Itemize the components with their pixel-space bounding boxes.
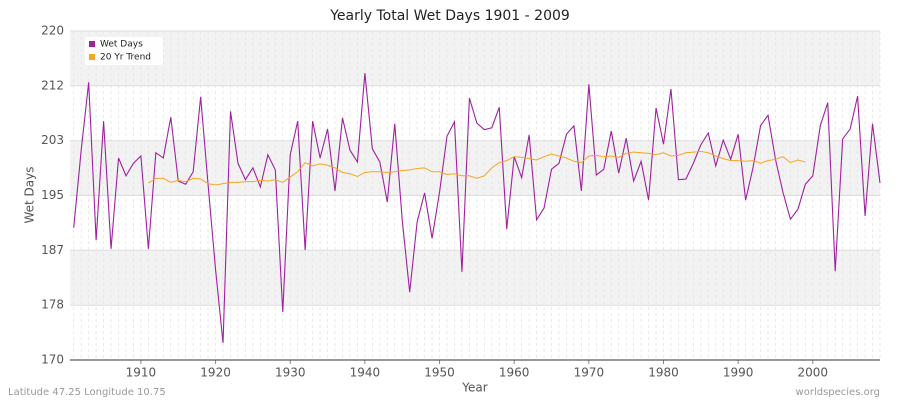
legend-swatch: [89, 41, 95, 47]
footer-right: worldspecies.org: [796, 387, 880, 398]
x-tick-label: 1960: [499, 366, 530, 380]
x-tick-label: 1980: [648, 366, 679, 380]
x-axis-label: Year: [461, 381, 487, 395]
x-tick-label: 1920: [200, 366, 231, 380]
grid-band: [70, 140, 880, 196]
footer-left: Latitude 47.25 Longitude 10.75: [8, 387, 166, 398]
x-tick-label: 1990: [723, 366, 754, 380]
y-axis-label: Wet Days: [23, 166, 37, 223]
y-tick-label: 170: [41, 353, 64, 367]
y-tick-label: 187: [41, 243, 64, 257]
grid: 170 178 187 195 203 212 220 1910 1920 1930 1940 195…: [41, 24, 881, 380]
series-line: [148, 150, 806, 186]
x-tick-label: 2000: [798, 366, 829, 380]
y-tick-label: 203: [41, 133, 64, 147]
x-tick-label: 1940: [350, 366, 381, 380]
legend-label: 20 Yr Trend: [100, 53, 151, 63]
y-tick-label: 212: [41, 78, 64, 92]
grid-band: [70, 31, 880, 86]
legend-swatch: [89, 54, 95, 60]
x-tick-label: 1930: [275, 366, 306, 380]
grid-band: [70, 250, 880, 306]
y-tick-label: 195: [41, 188, 64, 202]
chart-title: Yearly Total Wet Days 1901 - 2009: [329, 8, 570, 24]
series-lines: [73, 73, 881, 343]
y-tick-label: 178: [41, 298, 64, 312]
series-line: [73, 73, 881, 343]
legend: Wet Days 20 Yr Trend: [85, 37, 163, 65]
x-tick-label: 1910: [126, 366, 157, 380]
legend-box: [85, 37, 163, 65]
x-tick-label: 1950: [424, 366, 455, 380]
x-tick-label: 1970: [574, 366, 605, 380]
legend-label: Wet Days: [100, 40, 143, 50]
y-tick-label: 220: [41, 24, 64, 38]
